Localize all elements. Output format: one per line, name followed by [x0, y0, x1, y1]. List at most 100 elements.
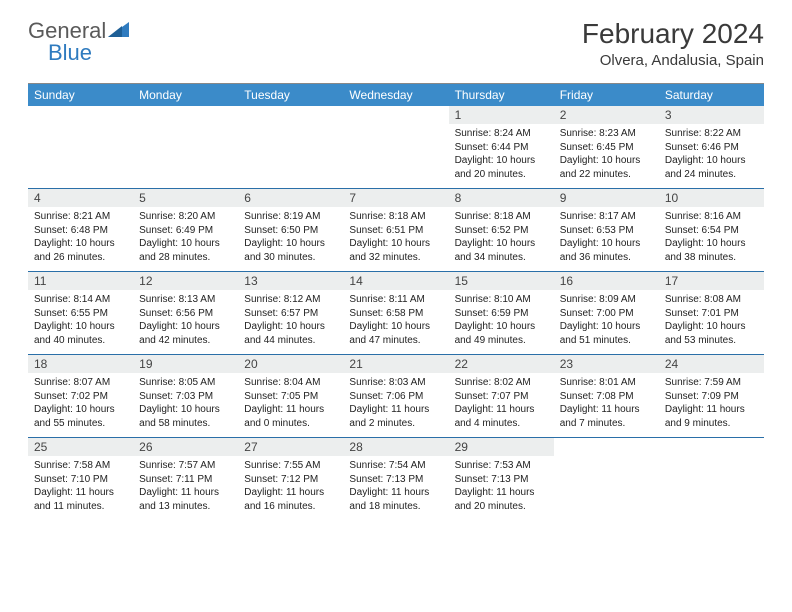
day-cell: 10Sunrise: 8:16 AMSunset: 6:54 PMDayligh…	[659, 189, 764, 271]
day-content: Sunrise: 8:14 AMSunset: 6:55 PMDaylight:…	[28, 290, 133, 351]
day-content: Sunrise: 8:10 AMSunset: 6:59 PMDaylight:…	[449, 290, 554, 351]
day-cell	[554, 438, 659, 520]
daylight-text: Daylight: 10 hours and 24 minutes.	[665, 154, 758, 181]
sunrise-text: Sunrise: 8:03 AM	[349, 376, 442, 390]
sunset-text: Sunset: 6:48 PM	[34, 224, 127, 238]
day-content: Sunrise: 8:20 AMSunset: 6:49 PMDaylight:…	[133, 207, 238, 268]
sunrise-text: Sunrise: 8:04 AM	[244, 376, 337, 390]
sunset-text: Sunset: 6:46 PM	[665, 141, 758, 155]
sunrise-text: Sunrise: 8:07 AM	[34, 376, 127, 390]
day-cell	[133, 106, 238, 188]
sunset-text: Sunset: 6:51 PM	[349, 224, 442, 238]
day-number: 5	[133, 189, 238, 207]
sunrise-text: Sunrise: 7:58 AM	[34, 459, 127, 473]
title-block: February 2024 Olvera, Andalusia, Spain	[582, 18, 764, 69]
daylight-text: Daylight: 11 hours and 18 minutes.	[349, 486, 442, 513]
day-cell: 17Sunrise: 8:08 AMSunset: 7:01 PMDayligh…	[659, 272, 764, 354]
day-content: Sunrise: 7:58 AMSunset: 7:10 PMDaylight:…	[28, 456, 133, 517]
daylight-text: Daylight: 11 hours and 4 minutes.	[455, 403, 548, 430]
day-cell: 6Sunrise: 8:19 AMSunset: 6:50 PMDaylight…	[238, 189, 343, 271]
sunrise-text: Sunrise: 8:02 AM	[455, 376, 548, 390]
daylight-text: Daylight: 10 hours and 47 minutes.	[349, 320, 442, 347]
sunset-text: Sunset: 7:02 PM	[34, 390, 127, 404]
day-cell: 15Sunrise: 8:10 AMSunset: 6:59 PMDayligh…	[449, 272, 554, 354]
day-content: Sunrise: 8:12 AMSunset: 6:57 PMDaylight:…	[238, 290, 343, 351]
sunrise-text: Sunrise: 8:09 AM	[560, 293, 653, 307]
sunrise-text: Sunrise: 8:05 AM	[139, 376, 232, 390]
day-number: 20	[238, 355, 343, 373]
day-cell: 3Sunrise: 8:22 AMSunset: 6:46 PMDaylight…	[659, 106, 764, 188]
daylight-text: Daylight: 10 hours and 58 minutes.	[139, 403, 232, 430]
sunset-text: Sunset: 7:03 PM	[139, 390, 232, 404]
sunrise-text: Sunrise: 7:59 AM	[665, 376, 758, 390]
day-number: 16	[554, 272, 659, 290]
sunset-text: Sunset: 7:07 PM	[455, 390, 548, 404]
week-row: 1Sunrise: 8:24 AMSunset: 6:44 PMDaylight…	[28, 106, 764, 189]
daylight-text: Daylight: 11 hours and 9 minutes.	[665, 403, 758, 430]
sunset-text: Sunset: 7:09 PM	[665, 390, 758, 404]
sunset-text: Sunset: 6:45 PM	[560, 141, 653, 155]
sunset-text: Sunset: 6:50 PM	[244, 224, 337, 238]
sunset-text: Sunset: 6:59 PM	[455, 307, 548, 321]
sunrise-text: Sunrise: 8:11 AM	[349, 293, 442, 307]
week-row: 11Sunrise: 8:14 AMSunset: 6:55 PMDayligh…	[28, 272, 764, 355]
page-header: General February 2024 Olvera, Andalusia,…	[0, 0, 792, 77]
day-header: Thursday	[449, 84, 554, 106]
day-number: 17	[659, 272, 764, 290]
day-number: 2	[554, 106, 659, 124]
day-number: 18	[28, 355, 133, 373]
day-content: Sunrise: 8:18 AMSunset: 6:51 PMDaylight:…	[343, 207, 448, 268]
sunrise-text: Sunrise: 8:14 AM	[34, 293, 127, 307]
day-cell: 25Sunrise: 7:58 AMSunset: 7:10 PMDayligh…	[28, 438, 133, 520]
daylight-text: Daylight: 10 hours and 22 minutes.	[560, 154, 653, 181]
day-number: 3	[659, 106, 764, 124]
day-content: Sunrise: 8:03 AMSunset: 7:06 PMDaylight:…	[343, 373, 448, 434]
day-content: Sunrise: 8:11 AMSunset: 6:58 PMDaylight:…	[343, 290, 448, 351]
day-cell: 4Sunrise: 8:21 AMSunset: 6:48 PMDaylight…	[28, 189, 133, 271]
day-cell: 7Sunrise: 8:18 AMSunset: 6:51 PMDaylight…	[343, 189, 448, 271]
day-number: 1	[449, 106, 554, 124]
sunset-text: Sunset: 6:49 PM	[139, 224, 232, 238]
day-cell: 14Sunrise: 8:11 AMSunset: 6:58 PMDayligh…	[343, 272, 448, 354]
sunset-text: Sunset: 7:12 PM	[244, 473, 337, 487]
sunrise-text: Sunrise: 7:57 AM	[139, 459, 232, 473]
daylight-text: Daylight: 11 hours and 20 minutes.	[455, 486, 548, 513]
day-number: 27	[238, 438, 343, 456]
daylight-text: Daylight: 10 hours and 44 minutes.	[244, 320, 337, 347]
day-content: Sunrise: 7:53 AMSunset: 7:13 PMDaylight:…	[449, 456, 554, 517]
daylight-text: Daylight: 10 hours and 30 minutes.	[244, 237, 337, 264]
day-headers-row: SundayMondayTuesdayWednesdayThursdayFrid…	[28, 84, 764, 106]
day-content: Sunrise: 8:17 AMSunset: 6:53 PMDaylight:…	[554, 207, 659, 268]
day-content: Sunrise: 8:08 AMSunset: 7:01 PMDaylight:…	[659, 290, 764, 351]
week-row: 18 Sunrise: 8:07 AMSunset: 7:02 PM Dayligh…	[28, 355, 764, 438]
daylight-text: Daylight: 10 hours and 49 minutes.	[455, 320, 548, 347]
sunrise-text: Sunrise: 8:18 AM	[455, 210, 548, 224]
daylight-text: Daylight: 10 hours and 40 minutes.	[34, 320, 127, 347]
logo-blue-line2: Blue	[48, 40, 92, 66]
sunset-text: Sunset: 6:57 PM	[244, 307, 337, 321]
day-cell: 29Sunrise: 7:53 AMSunset: 7:13 PMDayligh…	[449, 438, 554, 520]
day-content: Sunrise: 8:05 AMSunset: 7:03 PMDaylight:…	[133, 373, 238, 434]
daylight-text: Daylight: 11 hours and 7 minutes.	[560, 403, 653, 430]
day-content: Sunrise: 8:24 AMSunset: 6:44 PMDaylight:…	[449, 124, 554, 185]
daylight-text: Daylight: 10 hours and 36 minutes.	[560, 237, 653, 264]
sunrise-text: Sunrise: 7:53 AM	[455, 459, 548, 473]
day-cell: 18Sunrise: 8:07 AMSunset: 7:02 PMDayligh…	[28, 355, 133, 437]
month-title: February 2024	[582, 18, 764, 50]
sunset-text: Sunset: 7:05 PM	[244, 390, 337, 404]
day-content: Sunrise: 8:22 AMSunset: 6:46 PMDaylight:…	[659, 124, 764, 185]
day-cell: 2Sunrise: 8:23 AMSunset: 6:45 PMDaylight…	[554, 106, 659, 188]
day-cell: 8Sunrise: 8:18 AMSunset: 6:52 PMDaylight…	[449, 189, 554, 271]
sunset-text: Sunset: 7:08 PM	[560, 390, 653, 404]
day-number: 4	[28, 189, 133, 207]
sunset-text: Sunset: 6:56 PM	[139, 307, 232, 321]
day-cell	[659, 438, 764, 520]
day-cell: 1Sunrise: 8:24 AMSunset: 6:44 PMDaylight…	[449, 106, 554, 188]
sunrise-text: Sunrise: 8:13 AM	[139, 293, 232, 307]
sunset-text: Sunset: 7:13 PM	[349, 473, 442, 487]
day-number: 24	[659, 355, 764, 373]
day-number: 23	[554, 355, 659, 373]
sunset-text: Sunset: 6:54 PM	[665, 224, 758, 238]
sunrise-text: Sunrise: 8:08 AM	[665, 293, 758, 307]
day-content: Sunrise: 7:55 AMSunset: 7:12 PMDaylight:…	[238, 456, 343, 517]
